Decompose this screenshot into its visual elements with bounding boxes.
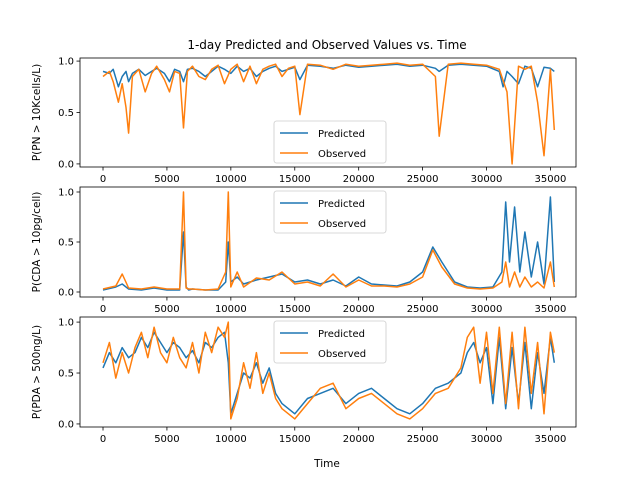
series-line-predicted: [102, 196, 556, 291]
x-tick-label: 5000: [154, 174, 179, 185]
axes-frame: [79, 316, 577, 428]
y-tick-label: 1.0: [58, 318, 74, 329]
x-tick-label: 10000: [215, 434, 247, 445]
x-tick-label: 25000: [407, 304, 439, 315]
x-tick-label: 20000: [343, 304, 375, 315]
y-tick-label: 0.5: [58, 369, 74, 380]
y-tick-label: 1.0: [58, 57, 74, 68]
y-tick-label: 0.0: [58, 288, 74, 299]
legend-label-observed: Observed: [318, 219, 366, 230]
y-tick-label: 0.0: [58, 419, 74, 430]
x-tick-label: 20000: [343, 434, 375, 445]
subplot-1: 0 5000 10000 15000 20000 25000 30000 35000 0.0 0.…: [31, 57, 577, 185]
x-tick-label: 15000: [279, 304, 311, 315]
series-line-predicted: [102, 331, 556, 415]
x-tick-label: 10000: [215, 174, 247, 185]
subplot-3: 0 5000 10000 15000 20000 25000 30000 35000 0.0 0.…: [31, 316, 577, 445]
x-tick-label: 15000: [279, 434, 311, 445]
chart-title: 1-day Predicted and Observed Values vs. …: [187, 38, 466, 52]
x-tick-label: 0: [100, 304, 106, 315]
legend: Predicted Observed: [273, 190, 387, 234]
x-tick-label: 35000: [535, 434, 567, 445]
x-tick-label: 35000: [535, 174, 567, 185]
legend-label-predicted: Predicted: [318, 329, 365, 340]
series-line-observed: [102, 62, 556, 165]
y-axis-label: P(PN > 10Kcells/L): [31, 64, 43, 161]
x-tick-label: 0: [100, 434, 106, 445]
legend-label-predicted: Predicted: [318, 129, 365, 140]
x-tick-label: 5000: [154, 304, 179, 315]
legend-label-observed: Observed: [318, 349, 366, 360]
y-axis-label: P(PDA > 500ng/L): [31, 325, 43, 419]
x-tick-label: 25000: [407, 434, 439, 445]
y-tick-label: 0.5: [58, 108, 74, 119]
x-tick-label: 30000: [471, 174, 503, 185]
legend: Predicted Observed: [273, 320, 387, 364]
series-line-observed: [102, 321, 556, 420]
x-tick-label: 20000: [343, 174, 375, 185]
x-tick-label: 5000: [154, 434, 179, 445]
x-tick-label: 30000: [471, 304, 503, 315]
x-tick-label: 15000: [279, 174, 311, 185]
legend-label-observed: Observed: [318, 149, 366, 160]
x-tick-label: 0: [100, 174, 106, 185]
x-tick-label: 30000: [471, 434, 503, 445]
x-axis-label: Time: [313, 458, 340, 470]
subplot-2: 0 5000 10000 15000 20000 25000 30000 35000 0.0 0.…: [31, 186, 577, 315]
x-tick-label: 25000: [407, 174, 439, 185]
x-tick-label: 35000: [535, 304, 567, 315]
series-line-observed: [102, 191, 556, 291]
legend: Predicted Observed: [273, 120, 387, 164]
y-tick-label: 0.5: [58, 238, 74, 249]
subplots: 0 5000 10000 15000 20000 25000 30000 35000 0.0 0.…: [31, 57, 577, 445]
y-tick-label: 1.0: [58, 188, 74, 199]
legend-label-predicted: Predicted: [318, 199, 365, 210]
y-axis-label: P(CDA > 10pg/cell): [31, 192, 43, 293]
y-tick-label: 0.0: [58, 159, 74, 170]
x-tick-label: 10000: [215, 304, 247, 315]
